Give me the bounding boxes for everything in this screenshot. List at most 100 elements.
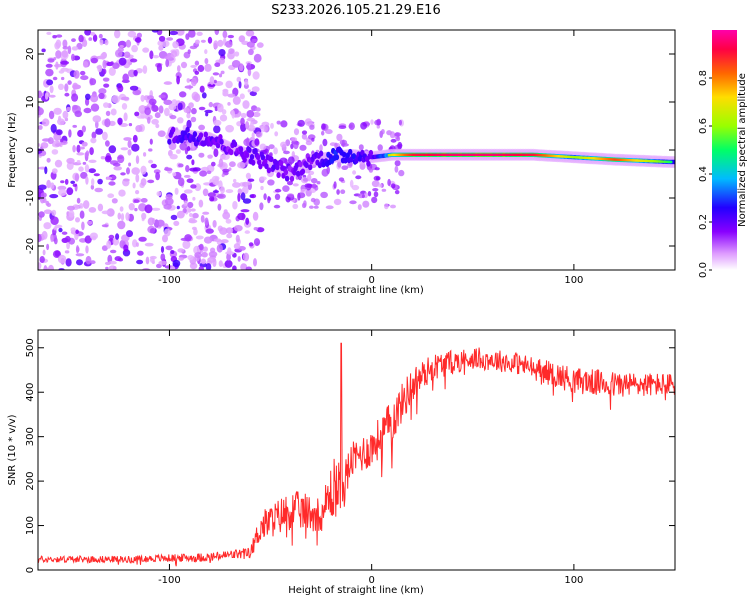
colorbar: 0.0 0.2 0.4 0.6 0.8 Normalized spectral ampl… [698, 30, 748, 278]
spectrogram-noise-cell [255, 107, 261, 112]
spectrogram-noise-cell [340, 189, 346, 194]
spectrogram-noise-cell [62, 46, 69, 50]
spectrogram-noise-cell [235, 234, 240, 243]
spectrogram-noise-cell [129, 58, 138, 63]
spectrogram-noise-cell [201, 251, 208, 258]
spectrogram-noise-cell [66, 187, 74, 196]
spectrogram-ridge-core [627, 159, 629, 162]
spectrogram-ridge-cell [289, 175, 295, 182]
spectrogram-ridge-core [567, 155, 570, 158]
spectrogram-ridge-core [435, 153, 437, 156]
spectrogram-noise-cell [65, 258, 72, 267]
spectrogram-ridge-core [539, 154, 541, 157]
spectrogram-noise-cell [218, 260, 223, 267]
spectrogram-noise-cell [134, 111, 140, 117]
spectrogram-noise-cell [120, 172, 126, 176]
spectrogram-noise-cell [82, 61, 89, 68]
spectrogram-ridge-core [625, 158, 627, 162]
spectrogram-noise-cell [81, 141, 88, 147]
spectrogram-noise-cell [357, 204, 362, 211]
spectrogram-noise-cell [222, 168, 230, 173]
spectrogram-noise-cell [128, 162, 132, 167]
spectrogram-noise-cell [311, 183, 317, 189]
spectrogram-ridge-core [561, 155, 564, 158]
spectrogram-noise-cell [309, 124, 315, 130]
spectrogram-noise-cell [38, 262, 42, 270]
spectrogram-ridge-cell [276, 172, 281, 179]
spectrogram-noise-cell [299, 144, 307, 151]
spectrogram-ridge-cell [295, 170, 301, 177]
spectrogram-noise-cell [102, 77, 110, 82]
spectrogram-ridge-core [518, 153, 520, 156]
spectrogram-noise-cell [250, 194, 257, 199]
spectrogram-noise-cell [212, 220, 217, 228]
spectrogram-ridge-core [616, 158, 618, 161]
spectrogram-noise-cell [157, 40, 164, 46]
spectrogram-noise-cell [352, 170, 357, 175]
spectrogram-noise-cell [174, 187, 179, 195]
spectrogram-noise-cell [267, 179, 275, 186]
spectrogram-noise-cell [110, 249, 117, 254]
spectrogram-ridge-core [563, 155, 566, 158]
spectrogram-noise-cell [311, 137, 315, 142]
spectrogram-noise-cell [60, 180, 65, 184]
spectrogram-ridge-core [455, 153, 457, 156]
spectrogram-ridge-cell [192, 131, 198, 138]
spectrogram-noise-cell [176, 75, 181, 85]
spectrogram-ridge-cell [308, 164, 313, 171]
spectrogram-ridge-core [464, 153, 467, 156]
spectrogram-noise-cell [144, 242, 154, 247]
spectrogram-ridge-core [485, 153, 488, 156]
spectrogram-noise-cell [222, 88, 229, 93]
spectrogram-noise-cell [79, 146, 86, 150]
spectrogram-noise-cell [48, 264, 54, 270]
spectrogram-noise-cell [336, 133, 343, 142]
spectrogram-noise-cell [237, 161, 246, 169]
spectrogram-noise-cell [49, 194, 59, 199]
spectrogram-noise-cell [155, 171, 161, 181]
spectrogram-noise-cell [177, 65, 181, 73]
spectrogram-noise-cell [100, 53, 106, 60]
spectrogram-noise-cell [134, 207, 138, 212]
spectrogram-ridge-core [582, 156, 584, 159]
spectrogram-noise-cell [91, 131, 97, 139]
spectrogram-noise-cell [90, 57, 98, 64]
spectrogram-noise-cell [70, 180, 76, 184]
spectrogram-ridge-core [665, 160, 668, 163]
spectrogram-ridge-core [523, 153, 525, 156]
spectrogram-noise-cell [80, 70, 86, 76]
spectrogram-noise-cell [182, 240, 191, 250]
spectrogram-ridge-cell [244, 152, 250, 158]
colorbar-tick-label: 0.4 [698, 166, 709, 182]
spectrogram-noise-cell [40, 192, 47, 198]
spectrogram-ridge-core [507, 153, 509, 156]
spectrogram-ridge-core [634, 159, 636, 162]
spectrogram-noise-cell [179, 91, 187, 98]
spectrogram-noise-cell [292, 203, 299, 209]
spectrogram-ridge-cell [278, 160, 284, 167]
spectrogram-noise-cell [58, 227, 63, 233]
spectrogram-noise-cell [50, 235, 54, 243]
spectrogram-noise-cell [158, 260, 168, 266]
spectrogram-ridge-cell [198, 132, 204, 139]
spectrogram-noise-cell [49, 94, 56, 98]
spectrogram-noise-cell [256, 42, 264, 48]
spectrogram-noise-cell [114, 256, 122, 262]
spectrogram-noise-cell [135, 155, 140, 165]
spectrogram-noise-cell [75, 229, 79, 235]
spectrogram-ridge-core [581, 156, 583, 159]
spectrogram-noise-cell [67, 80, 72, 85]
spectrogram-ridge-core [413, 153, 415, 156]
spectrogram-ridge-core [660, 160, 663, 163]
spectrogram-ridge-cell [229, 149, 234, 156]
spectrogram-noise-cell [46, 203, 52, 207]
spectrogram-ridge-core [538, 153, 540, 157]
spectrogram-noise-cell [293, 141, 299, 150]
spectrogram-noise-cell [194, 252, 202, 259]
spectrogram-noise-cell [58, 115, 62, 122]
spectrogram-noise-cell [75, 253, 85, 257]
spectrogram-ridge-core [671, 160, 673, 164]
spectrogram-noise-cell [94, 187, 103, 193]
spectrogram-noise-cell [207, 36, 213, 44]
spectrogram-ridge-core [516, 153, 518, 156]
